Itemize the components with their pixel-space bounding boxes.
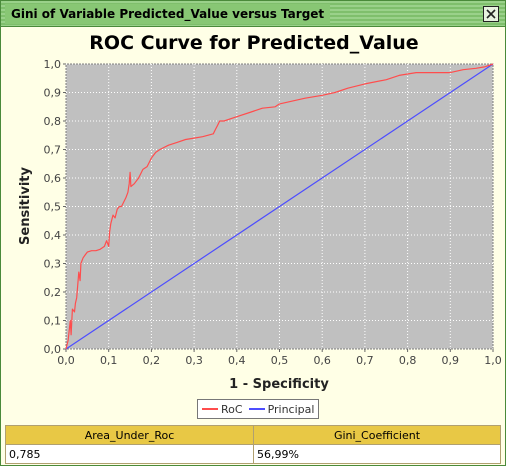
y-tick-label: 0,1 (44, 315, 62, 328)
y-tick-label: 0,5 (44, 201, 62, 214)
y-tick-label: 1,0 (44, 58, 62, 71)
x-tick-label: 0,7 (356, 354, 374, 367)
y-axis-label: Sensitivity (18, 167, 33, 245)
axis-ticks: 0,0 0,1 0,2 0,3 0,4 0,5 0,6 0,7 0,8 0,9 1,0 0,0 0,1 0… (44, 58, 502, 367)
x-tick-label: 0,0 (57, 354, 75, 367)
series-lines (65, 63, 494, 350)
y-tick-label: 0,6 (44, 172, 62, 185)
legend-swatch-roc (202, 408, 218, 410)
chart-title: ROC Curve for Predicted_Value (89, 32, 418, 54)
results-table: Area_Under_Roc Gini_Coefficient 0,785 56… (5, 425, 501, 464)
legend-item-roc: RoC (202, 403, 243, 416)
roc-chart-svg: ROC Curve for Predicted_Value 0,0 0,1 0,2 0… (18, 32, 502, 392)
series-line-roc (65, 63, 494, 350)
results-header-row: Area_Under_Roc Gini_Coefficient (5, 425, 501, 445)
value-area-under-roc: 0,785 (5, 444, 254, 464)
x-tick-label: 0,5 (271, 354, 289, 367)
header-area-under-roc: Area_Under_Roc (5, 425, 254, 445)
value-gini-coefficient: 56,99% (253, 444, 501, 464)
y-tick-label: 0,2 (44, 286, 62, 299)
results-value-row: 0,785 56,99% (5, 444, 501, 464)
roc-chart: ROC Curve for Predicted_Value 0,0 0,1 0,2 0… (1, 28, 505, 397)
chart-legend: RoC Principal (197, 399, 320, 419)
header-gini-coefficient: Gini_Coefficient (253, 425, 501, 445)
title-bar[interactable]: Gini of Variable Predicted_Value versus … (1, 1, 505, 27)
y-tick-label: 0,7 (44, 144, 62, 157)
x-tick-label: 0,1 (100, 354, 118, 367)
legend-swatch-principal (248, 408, 265, 410)
y-tick-label: 0,8 (44, 115, 62, 128)
y-tick-label: 0,3 (44, 258, 62, 271)
series-line-principal (65, 63, 494, 350)
x-tick-label: 0,2 (143, 354, 161, 367)
close-button[interactable] (483, 6, 499, 22)
x-tick-label: 0,9 (442, 354, 460, 367)
close-icon (486, 9, 496, 19)
x-tick-label: 1,0 (484, 354, 502, 367)
legend-label-principal: Principal (267, 402, 315, 416)
y-tick-label: 0,9 (44, 87, 62, 100)
legend-label-roc: RoC (221, 402, 243, 416)
x-tick-label: 0,8 (399, 354, 417, 367)
x-tick-label: 0,4 (228, 354, 246, 367)
y-tick-label: 0,4 (44, 229, 62, 242)
legend-item-principal: Principal (248, 402, 315, 416)
x-tick-label: 0,6 (313, 354, 331, 367)
x-tick-label: 0,3 (185, 354, 203, 367)
window-title: Gini of Variable Predicted_Value versus … (5, 4, 331, 24)
y-tick-label: 0,0 (44, 343, 62, 356)
x-axis-label: 1 - Specificity (229, 377, 329, 392)
